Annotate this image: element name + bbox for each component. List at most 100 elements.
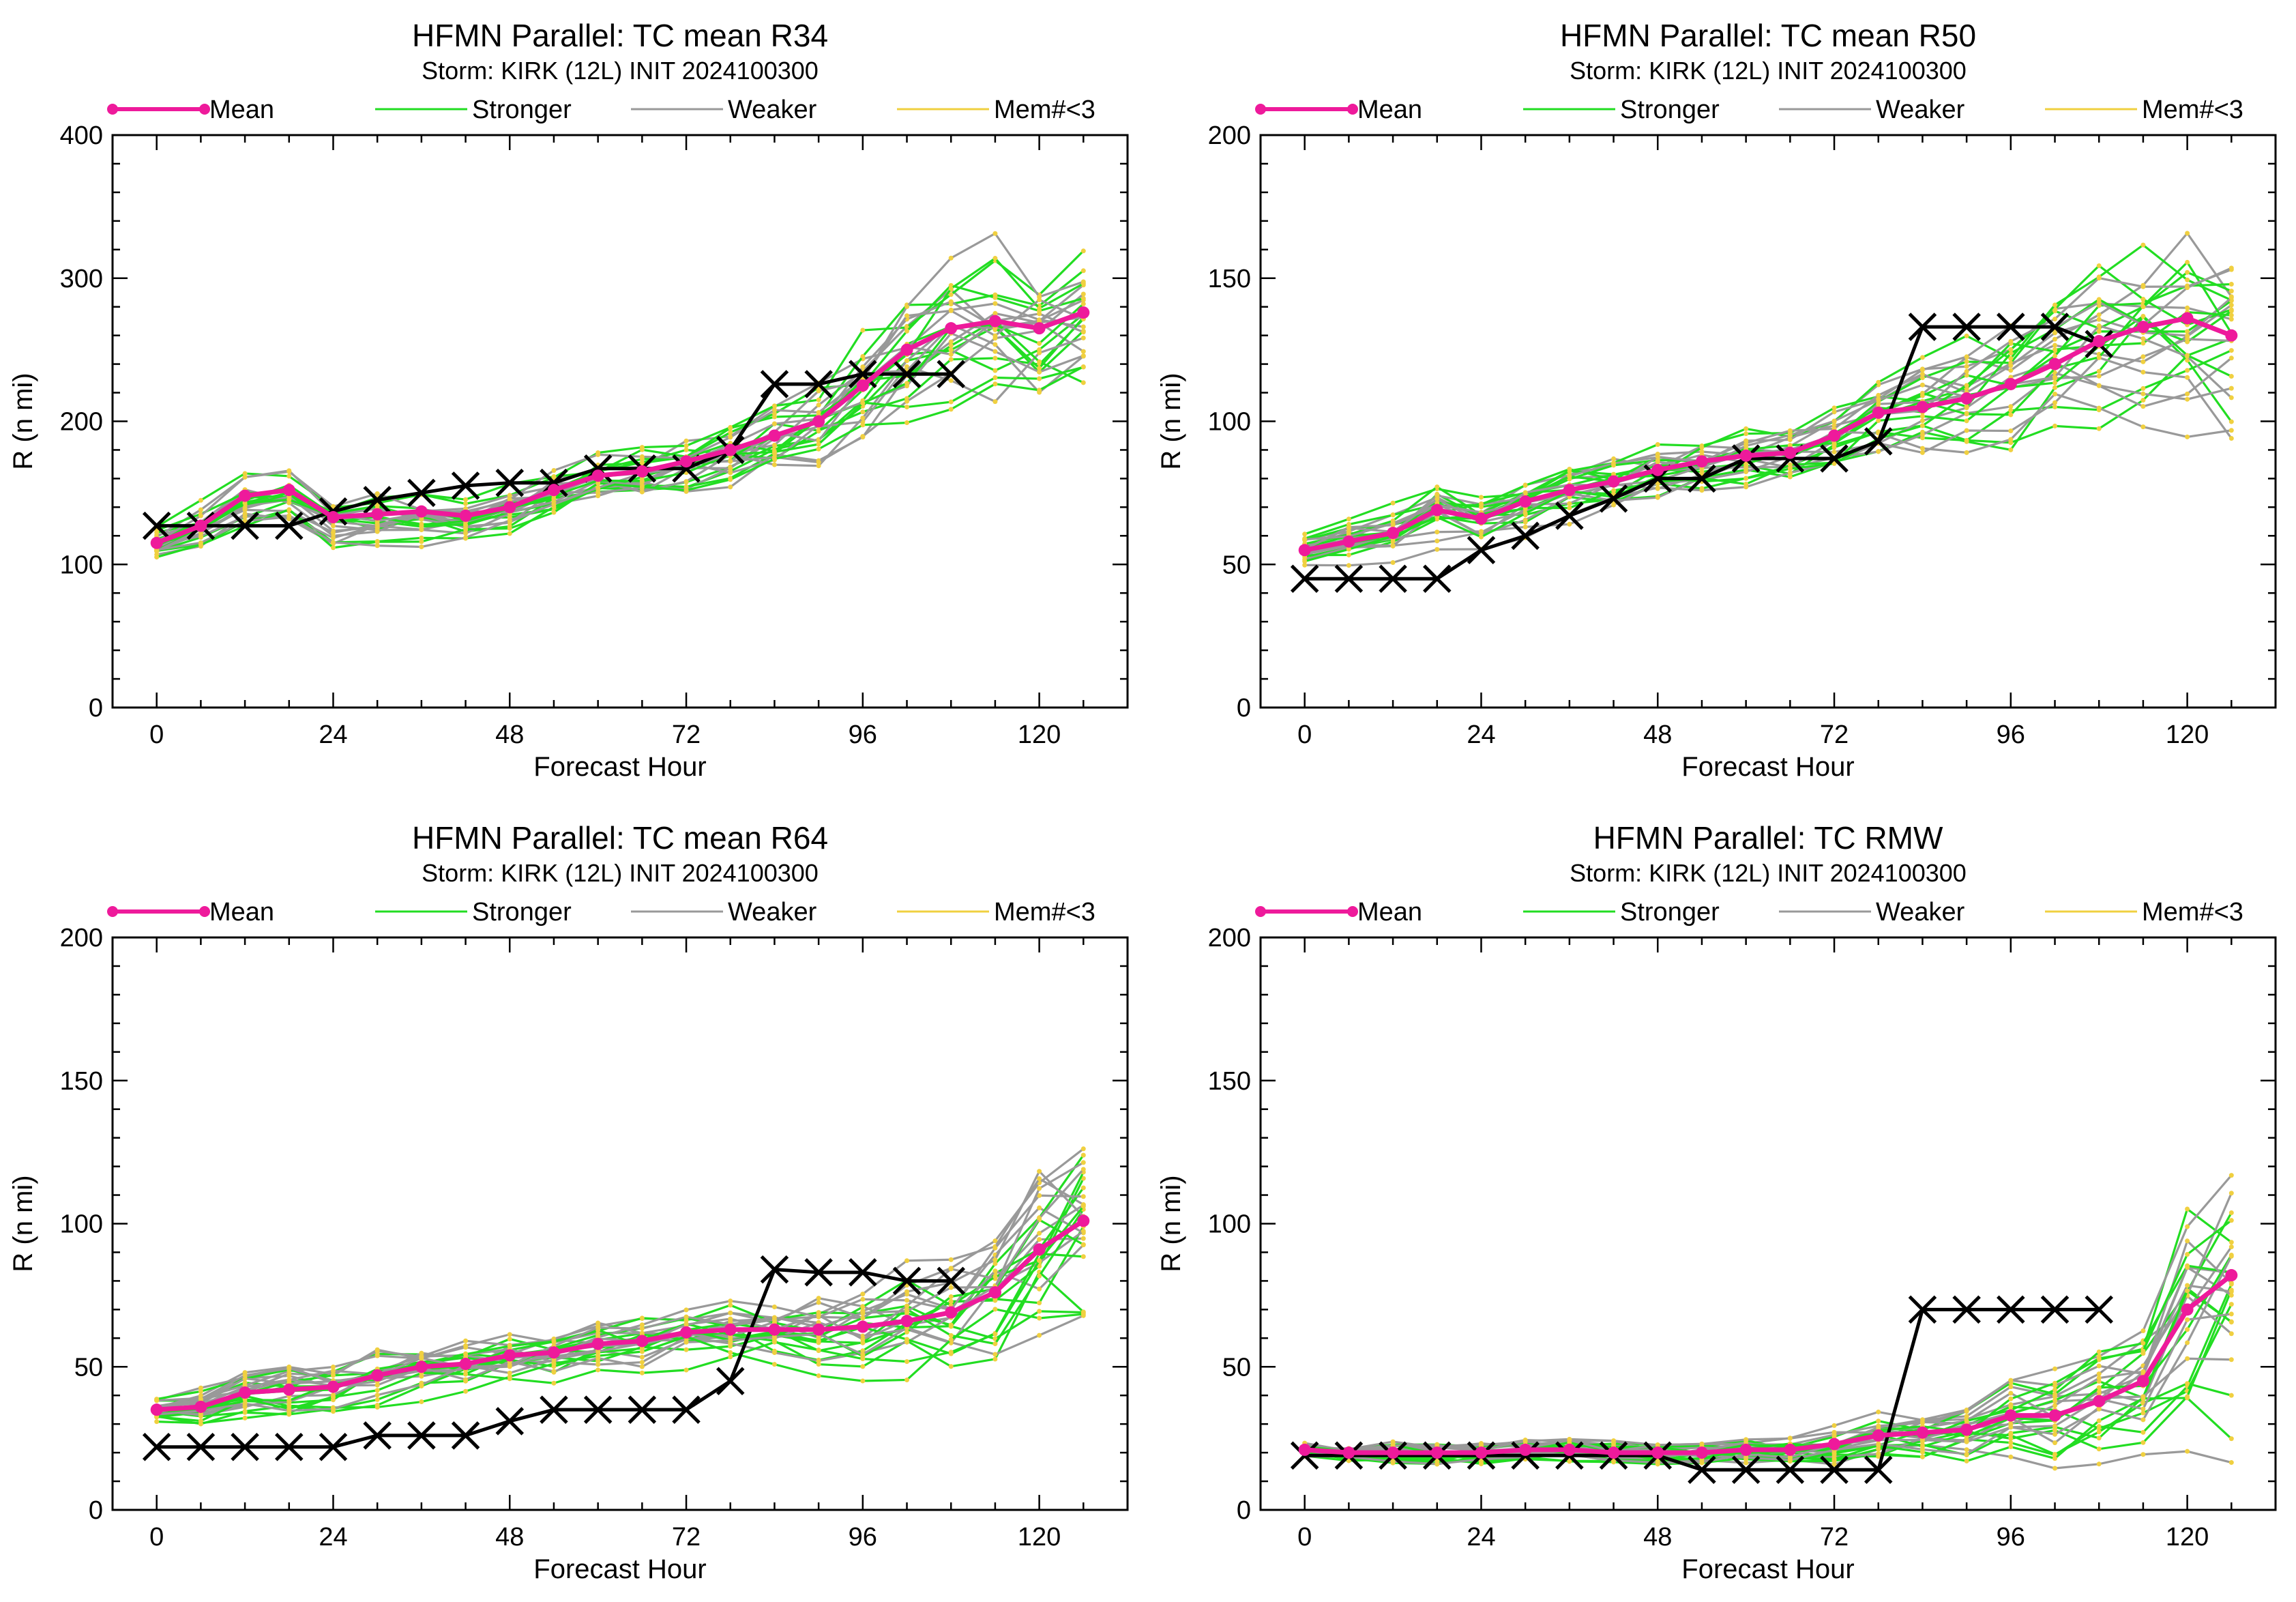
member-point xyxy=(1919,413,1925,419)
member-point xyxy=(860,1315,866,1321)
member-point xyxy=(463,1388,469,1394)
member-point xyxy=(683,484,689,489)
member-point xyxy=(904,1289,910,1294)
member-point xyxy=(1037,1231,1042,1236)
member-point xyxy=(2140,1429,2146,1435)
member-point xyxy=(992,1352,998,1357)
member-point xyxy=(1787,428,1793,433)
legend-label-1: Mean xyxy=(209,96,274,124)
member-point xyxy=(374,1348,380,1354)
observed-point xyxy=(1379,564,1407,593)
member-point xyxy=(1037,366,1042,371)
member-point xyxy=(904,328,910,334)
mean-point xyxy=(1519,495,1532,508)
member-path xyxy=(156,1308,1084,1425)
member-point xyxy=(2228,348,2234,353)
member-point xyxy=(904,398,910,404)
member-point xyxy=(1037,1286,1042,1292)
y-tick-label: 150 xyxy=(1208,1067,1251,1096)
member-point xyxy=(1080,1229,1086,1234)
member-point xyxy=(992,295,998,300)
member-point xyxy=(904,420,910,426)
member-point xyxy=(948,286,954,291)
member-point xyxy=(992,375,998,380)
member-point xyxy=(2008,1440,2014,1446)
member-point xyxy=(1964,450,1969,455)
chart-panel-3: HFMN Parallel: TC mean R64 Storm: KIRK (1… xyxy=(8,820,1129,1584)
x-tick-label: 120 xyxy=(1018,720,1061,749)
observed-point xyxy=(1334,564,1364,593)
member-point xyxy=(419,539,424,544)
member-point xyxy=(904,1298,910,1303)
member-point xyxy=(2008,1378,2014,1383)
mean-point xyxy=(1916,400,1929,413)
member-point xyxy=(904,1359,910,1365)
x-tick-label: 48 xyxy=(1643,720,1672,749)
member-point xyxy=(463,535,469,540)
member-point xyxy=(816,410,821,416)
member-point xyxy=(1478,504,1484,510)
observed-point xyxy=(319,1432,348,1461)
chart-panel-1: HFMN Parallel: TC mean R34 Storm: KIRK (1… xyxy=(8,18,1129,782)
chart-panel-4: HFMN Parallel: TC RMW Storm: KIRK (12L) I… xyxy=(1156,820,2277,1584)
member-point xyxy=(1964,404,1969,409)
member-path xyxy=(156,298,1084,543)
observed-point xyxy=(892,1266,922,1296)
member-point xyxy=(1964,364,1969,369)
plot-frame xyxy=(1259,936,2277,1511)
member-point xyxy=(1037,1264,1042,1269)
y-tick-label: 200 xyxy=(1208,924,1251,952)
member-point xyxy=(1390,500,1396,506)
member-point xyxy=(2140,424,2146,430)
member-point xyxy=(286,1373,292,1379)
member-point xyxy=(242,1373,248,1378)
mean-point xyxy=(1651,463,1664,476)
member-point xyxy=(374,529,380,534)
member-point xyxy=(2096,317,2102,322)
member-point xyxy=(2008,368,2014,373)
legend-label-4: Mem#<3 xyxy=(994,898,1095,927)
member-point xyxy=(860,400,866,406)
mean-point xyxy=(1077,1214,1090,1227)
member-point xyxy=(1919,1454,1925,1459)
member-point xyxy=(198,1396,203,1401)
member-point xyxy=(2185,1356,2190,1361)
observed-point xyxy=(1731,1455,1761,1485)
observed-point xyxy=(363,486,392,514)
member-point xyxy=(2008,355,2014,361)
member-point xyxy=(771,449,777,454)
member-point xyxy=(2096,1446,2102,1452)
member-point xyxy=(816,446,821,452)
member-point xyxy=(507,1374,512,1380)
member-point xyxy=(683,1347,689,1352)
member-point xyxy=(2008,1396,2014,1401)
member-line xyxy=(1302,1191,2234,1460)
member-point xyxy=(1302,531,1308,537)
member-point xyxy=(198,531,203,536)
mean-point xyxy=(2048,358,2061,370)
member-point xyxy=(860,409,866,415)
member-point xyxy=(948,1350,954,1355)
member-point xyxy=(1346,525,1351,531)
observed-point xyxy=(1423,564,1452,593)
member-point xyxy=(2185,353,2190,358)
member-point xyxy=(1567,521,1572,527)
member-point xyxy=(639,1322,645,1328)
member-point xyxy=(1919,423,1925,428)
member-point xyxy=(2096,1349,2102,1354)
member-point xyxy=(2096,1406,2102,1412)
member-point xyxy=(1080,295,1086,301)
member-point xyxy=(1699,1441,1705,1446)
member-point xyxy=(2185,391,2190,396)
member-point xyxy=(2228,435,2234,441)
member-point xyxy=(330,1368,336,1373)
member-point xyxy=(2185,333,2190,338)
legend-mean-dot xyxy=(107,906,118,917)
member-point xyxy=(1876,396,1881,402)
mean-point xyxy=(1430,1446,1443,1459)
member-point xyxy=(948,1266,954,1272)
y-axis: 0 50 100 150 200 xyxy=(1208,924,2276,1525)
member-point xyxy=(2228,1302,2234,1307)
member-point xyxy=(2052,343,2058,348)
member-point xyxy=(330,523,336,529)
